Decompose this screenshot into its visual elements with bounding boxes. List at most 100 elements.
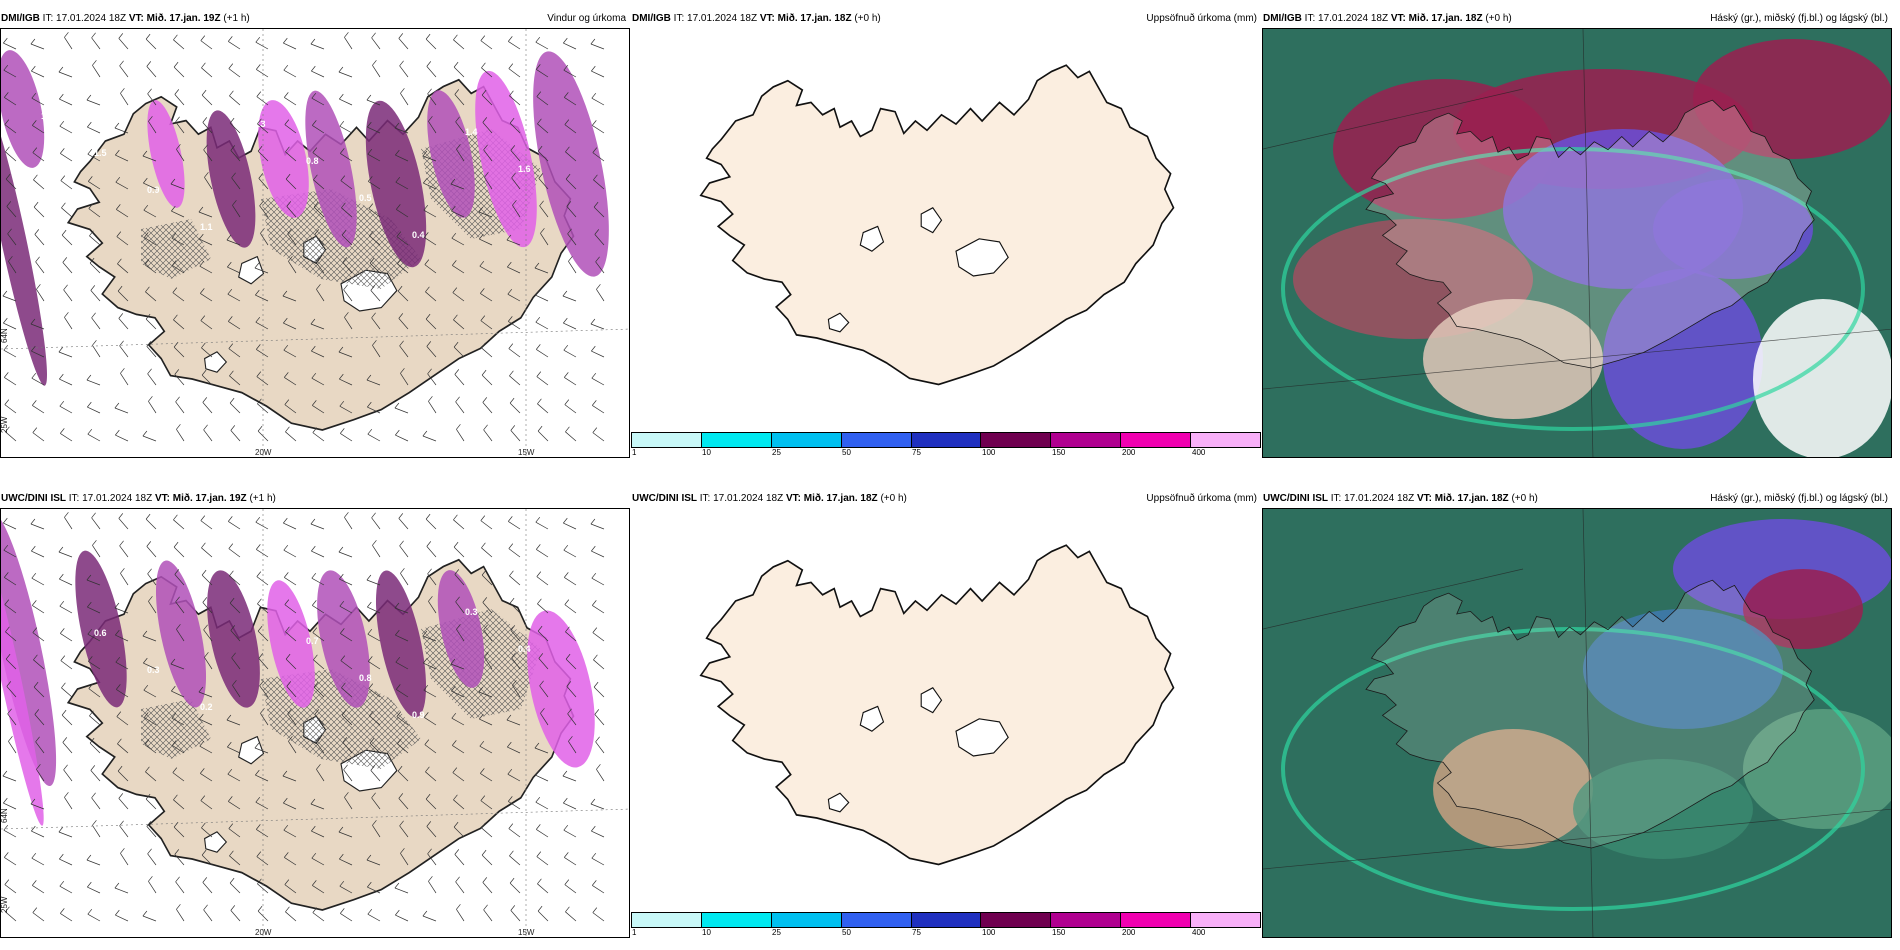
wind-barb xyxy=(591,65,605,78)
wind-barb xyxy=(4,92,17,106)
wind-barb xyxy=(256,824,269,838)
wind-barb xyxy=(255,289,269,302)
wind-barb xyxy=(120,568,129,586)
wind-barb xyxy=(311,65,325,78)
wind-barb xyxy=(427,568,437,586)
wind-barb xyxy=(257,398,269,414)
wind-barb xyxy=(481,369,493,386)
wind-barb xyxy=(201,822,213,838)
wind-barb xyxy=(115,656,129,670)
precip-value-label: 0.8 xyxy=(359,673,372,683)
wind-barb xyxy=(508,543,521,558)
wind-barb xyxy=(481,89,493,106)
valid-time-label: VT: xyxy=(1416,493,1432,504)
wind-barb xyxy=(89,257,101,274)
wind-barb xyxy=(565,426,577,442)
cloud-cover-area xyxy=(1433,729,1593,849)
wind-barb xyxy=(201,569,213,586)
wind-barb xyxy=(396,684,409,698)
wind-barb xyxy=(397,285,409,302)
wind-barb xyxy=(5,146,17,162)
model-source: UWC/DINI ISL xyxy=(1263,493,1328,504)
wind-barb xyxy=(114,122,129,134)
wind-barb xyxy=(232,200,241,218)
wind-barb xyxy=(507,288,521,302)
wind-barb xyxy=(453,541,465,558)
wind-barb xyxy=(226,234,241,246)
wind-barb xyxy=(395,656,409,670)
wind-barb xyxy=(455,876,465,894)
wind-barb xyxy=(60,628,73,642)
glacier-outline xyxy=(238,255,265,285)
wind-barb xyxy=(536,91,549,106)
cloud-cover-area xyxy=(1743,569,1863,649)
wind-barb xyxy=(120,88,129,106)
wind-barb xyxy=(450,178,465,190)
wind-barb xyxy=(481,569,493,586)
wind-barb xyxy=(339,93,353,106)
wind-barb xyxy=(311,572,325,586)
wind-barb xyxy=(86,94,101,106)
panel-title: Uppsöfnuð úrkoma (mm) xyxy=(1146,493,1257,504)
wind-barb xyxy=(340,908,353,922)
wind-barb xyxy=(175,116,185,134)
wind-barb xyxy=(34,229,45,246)
precip-value-label: 0.5 xyxy=(253,599,266,609)
wind-barb xyxy=(115,629,129,642)
wind-barb xyxy=(481,849,493,866)
wind-barb xyxy=(146,821,157,838)
wind-barb xyxy=(288,256,297,274)
wind-barb xyxy=(534,742,549,754)
wind-barb xyxy=(229,597,241,614)
precip-value-label: 0.6 xyxy=(94,628,107,638)
valid-time: Mið. 17.jan. 18Z xyxy=(803,493,878,504)
longitude-label: 15W xyxy=(518,448,535,457)
wind-barb xyxy=(198,206,213,218)
wind-barb xyxy=(339,573,353,586)
wind-barb xyxy=(563,544,577,558)
wind-barb xyxy=(91,312,101,330)
wind-barb xyxy=(59,573,73,586)
wind-barb xyxy=(255,36,269,50)
wind-barb xyxy=(173,341,185,358)
wind-barb xyxy=(592,427,605,442)
panel-run-info: DMI/IGB IT: 17.01.2024 18Z VT: Mið. 17.j… xyxy=(632,10,881,28)
panel-header: DMI/IGB IT: 17.01.2024 18Z VT: Mið. 17.j… xyxy=(631,10,1261,28)
wind-barb xyxy=(372,820,381,838)
glacier-outline xyxy=(859,225,885,252)
wind-barb xyxy=(311,92,325,106)
wind-barb xyxy=(229,370,241,386)
longitude-label: 20W xyxy=(255,448,272,457)
wind-barb xyxy=(117,258,129,274)
panel-run-info: DMI/IGB IT: 17.01.2024 18Z VT: Mið. 17.j… xyxy=(1,10,250,28)
wind-barb xyxy=(229,117,241,134)
wind-barb xyxy=(425,33,437,50)
wind-barb xyxy=(204,652,213,670)
wind-barb xyxy=(256,344,269,358)
wind-barb xyxy=(562,290,577,302)
wind-barb xyxy=(5,653,17,670)
wind-barb xyxy=(538,173,549,190)
wind-barb xyxy=(510,625,521,642)
wind-barb xyxy=(172,740,185,754)
wind-barb xyxy=(2,290,17,302)
wind-barb xyxy=(31,572,45,586)
wind-barb xyxy=(454,569,465,586)
valid-time-label: VT: xyxy=(154,493,170,504)
wind-barb xyxy=(592,600,605,614)
wind-barb xyxy=(172,287,185,302)
wind-barb xyxy=(396,204,409,218)
panel-title: Háský (gr.), miðský (fj.bl.) og lágský (… xyxy=(1710,13,1888,24)
wind-barb xyxy=(400,368,409,386)
wind-barb xyxy=(202,117,213,134)
wind-barb xyxy=(64,792,73,810)
glacier-outline xyxy=(204,831,228,853)
wind-barb xyxy=(146,541,157,558)
wind-barb xyxy=(5,173,17,190)
wind-barb xyxy=(590,38,605,50)
wind-barb xyxy=(286,201,297,218)
wind-barb xyxy=(58,66,73,78)
colorbar-segment xyxy=(771,913,842,927)
wind-barb xyxy=(33,654,45,670)
wind-barb xyxy=(480,515,493,530)
